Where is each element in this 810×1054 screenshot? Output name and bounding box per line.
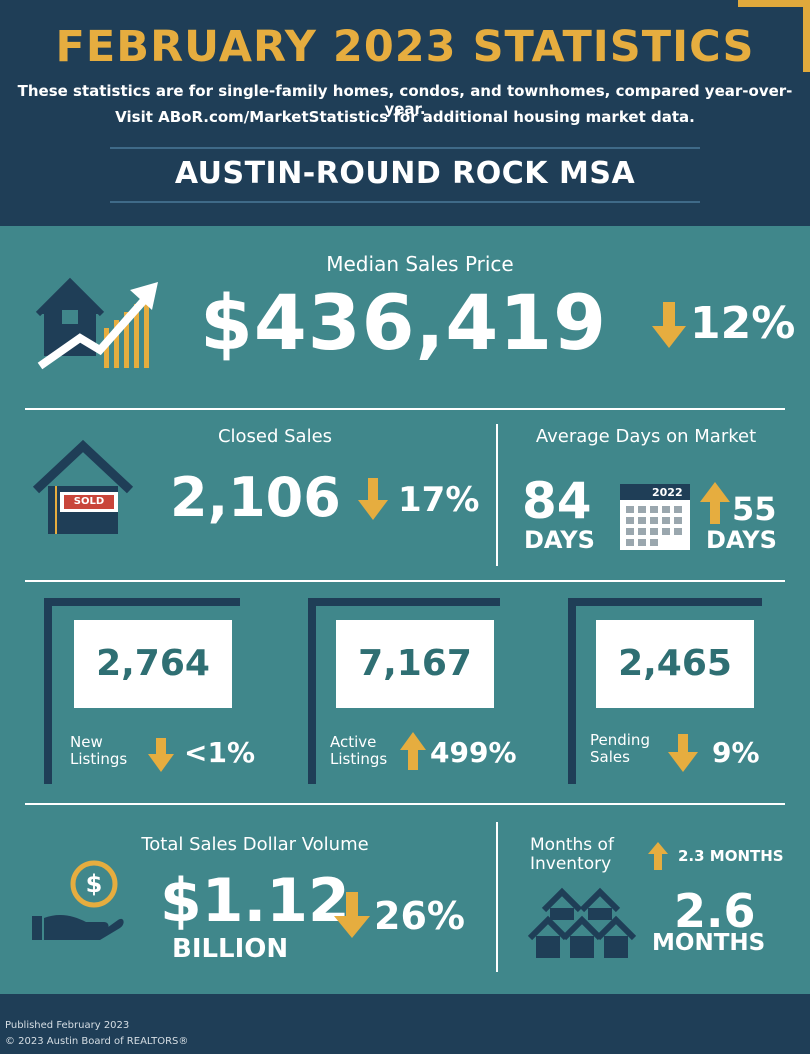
pending-sales-change: 9% xyxy=(712,736,760,769)
new-listings-value: 2,764 xyxy=(74,620,232,708)
closed-sales-change: 17% xyxy=(398,480,480,520)
inventory-label-2: Inventory xyxy=(530,854,612,874)
arrow-up-icon xyxy=(700,482,730,524)
calendar-year: 2022 xyxy=(652,486,683,499)
volume-label: Total Sales Dollar Volume xyxy=(141,834,369,855)
pending-sales-sign-post xyxy=(568,598,762,784)
arrow-down-icon xyxy=(358,478,388,520)
dom-change-unit: DAYS xyxy=(706,526,777,554)
calendar-icon xyxy=(620,484,690,550)
arrow-up-icon xyxy=(400,732,426,770)
sold-house-icon xyxy=(32,439,134,534)
coin-symbol: $ xyxy=(85,870,103,898)
vertical-divider-2 xyxy=(496,822,498,972)
published-date: Published February 2023 xyxy=(5,1020,130,1031)
new-listings-label-2: Listings xyxy=(70,750,128,768)
inventory-unit: MONTHS xyxy=(652,930,766,956)
divider-2 xyxy=(25,580,785,582)
sold-sign-text: SOLD xyxy=(73,496,105,507)
median-price-label: Median Sales Price xyxy=(326,252,514,276)
closed-sales-label: Closed Sales xyxy=(217,426,333,447)
pending-sales-label-1: Pending xyxy=(590,731,650,749)
active-listings-value: 7,167 xyxy=(336,620,494,708)
header-rule-top xyxy=(110,147,700,149)
arrow-up-icon xyxy=(648,842,668,870)
closed-sales-value: 2,106 xyxy=(170,466,341,529)
vertical-divider-1 xyxy=(496,424,498,566)
dom-label: Average Days on Market xyxy=(535,426,757,447)
new-listings-change: <1% xyxy=(184,736,255,769)
median-price-value: $436,419 xyxy=(200,278,608,367)
dom-unit: DAYS xyxy=(524,526,595,554)
corner-accent xyxy=(738,0,810,72)
hand-coin-icon xyxy=(32,860,124,940)
header-rule-bottom xyxy=(110,201,700,203)
divider-3 xyxy=(25,803,785,805)
volume-unit: BILLION xyxy=(172,934,289,964)
dom-value: 84 xyxy=(522,472,592,530)
footer xyxy=(0,994,810,1054)
active-listings-sign-post xyxy=(308,598,500,784)
active-listings-label: Active Listings xyxy=(330,734,387,768)
subtitle-line-1: These statistics are for single-family h… xyxy=(17,82,793,118)
arrow-down-icon xyxy=(148,738,174,772)
dom-change: 55 xyxy=(732,490,777,528)
region-title: AUSTIN-ROUND ROCK MSA xyxy=(174,156,636,191)
median-price-change: 12% xyxy=(690,298,796,349)
houses-icon xyxy=(528,887,636,958)
inventory-label-1: Months of xyxy=(530,835,614,855)
new-listings-sign-post xyxy=(44,598,240,784)
pending-sales-label: Pending Sales xyxy=(590,732,650,766)
inventory-value: 2.6 xyxy=(674,884,756,938)
new-listings-label: New Listings xyxy=(70,734,127,768)
divider-1 xyxy=(25,408,785,410)
page-title: FEBRUARY 2023 STATISTICS xyxy=(55,22,755,72)
volume-change: 26% xyxy=(374,894,465,938)
pending-sales-value: 2,465 xyxy=(596,620,754,708)
active-listings-change: 499% xyxy=(430,736,517,769)
volume-value: $1.12 xyxy=(160,866,350,936)
inventory-change: 2.3 MONTHS xyxy=(678,847,784,865)
active-listings-label-2: Listings xyxy=(330,750,388,768)
new-listings-label-1: New xyxy=(70,733,103,751)
active-listings-label-1: Active xyxy=(330,733,377,751)
subtitle-line-2: Visit ABoR.com/MarketStatistics for addi… xyxy=(115,108,695,126)
pending-sales-label-2: Sales xyxy=(590,748,630,766)
arrow-down-icon xyxy=(668,734,698,772)
inventory-label: Months of Inventory xyxy=(530,836,614,874)
header xyxy=(0,0,810,218)
copyright: © 2023 Austin Board of REALTORS® xyxy=(5,1036,189,1047)
house-chart-icon xyxy=(35,277,158,370)
arrow-down-icon xyxy=(652,302,686,348)
arrow-down-icon xyxy=(334,892,370,938)
